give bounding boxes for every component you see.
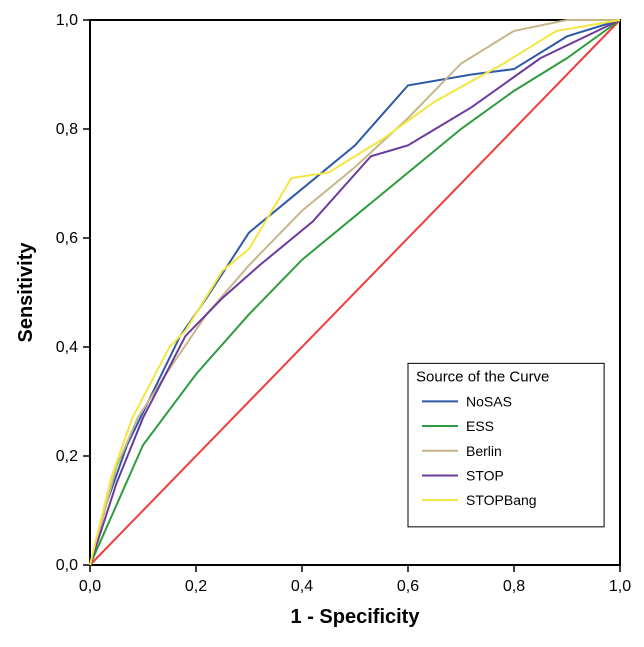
roc-chart: 0,0 0,2 0,4 0,6 0,8 1,0 0,0 0,2 0,4 0,6 0,8 1,0 1 - … <box>0 0 644 647</box>
x-tick-label: 0,6 <box>397 578 419 595</box>
x-tick-label: 0,4 <box>291 578 313 595</box>
legend-label: NoSAS <box>466 393 512 409</box>
y-axis-title: Sensitivity <box>15 242 37 343</box>
y-tick-label: 0,0 <box>56 557 78 574</box>
y-tick-label: 0,2 <box>56 448 78 465</box>
y-tick-label: 0,4 <box>56 339 78 356</box>
x-tick-label: 0,0 <box>79 578 101 595</box>
x-tick-label: 0,8 <box>503 578 525 595</box>
x-axis-title: 1 - Specificity <box>291 606 421 628</box>
legend-title: Source of the Curve <box>416 368 549 385</box>
legend-label: STOP <box>466 467 504 483</box>
chart-svg: 0,0 0,2 0,4 0,6 0,8 1,0 0,0 0,2 0,4 0,6 0,8 1,0 1 - … <box>0 0 644 647</box>
y-tick-label: 0,8 <box>56 121 78 138</box>
y-tick-label: 1,0 <box>56 12 78 29</box>
legend-label: STOPBang <box>466 492 537 508</box>
x-tick-label: 1,0 <box>609 578 631 595</box>
legend-label: ESS <box>466 418 494 434</box>
x-tick-label: 0,2 <box>185 578 207 595</box>
legend-label: Berlin <box>466 443 502 459</box>
y-tick-label: 0,6 <box>56 230 78 247</box>
